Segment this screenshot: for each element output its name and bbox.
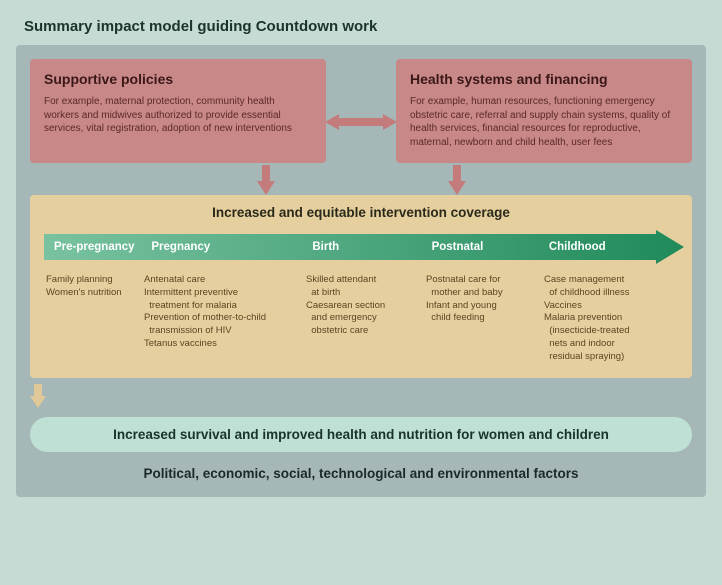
supportive-policies-title: Supportive policies [44, 71, 312, 87]
health-systems-box: Health systems and financing For example… [396, 59, 692, 163]
stage-label: Pregnancy [151, 241, 312, 253]
small-down-arrow-icon [30, 384, 46, 408]
supportive-policies-body: For example, maternal protection, commun… [44, 95, 312, 136]
intervention-column: Skilled attendant at birth Caesarean sec… [306, 274, 426, 364]
stage-label: Birth [312, 241, 431, 253]
page: Summary impact model guiding Countdown w… [10, 10, 712, 575]
health-systems-title: Health systems and financing [410, 71, 678, 87]
intervention-column: Family planning Women's nutrition [46, 274, 144, 364]
stage-label: Pre-pregnancy [54, 241, 151, 253]
main-panel: Supportive policies For example, materna… [16, 45, 706, 497]
health-systems-body: For example, human resources, functionin… [410, 95, 678, 149]
context-bar: Political, economic, social, technologic… [30, 452, 692, 485]
double-arrow-icon [325, 113, 397, 131]
coverage-panel: Increased and equitable intervention cov… [30, 195, 692, 378]
page-title: Summary impact model guiding Countdown w… [10, 10, 712, 45]
intervention-column: Postnatal care for mother and baby Infan… [426, 274, 544, 364]
down-arrow-icon [448, 165, 466, 195]
top-boxes-row: Supportive policies For example, materna… [30, 59, 692, 163]
stage-label: Childhood [549, 241, 678, 253]
down-arrows-row [30, 161, 692, 195]
coverage-title: Increased and equitable intervention cov… [44, 205, 678, 220]
stage-label: Postnatal [432, 241, 549, 253]
intervention-column: Antenatal care Intermittent preventive t… [144, 274, 306, 364]
supportive-policies-box: Supportive policies For example, materna… [30, 59, 326, 163]
outcome-bar: Increased survival and improved health a… [30, 417, 692, 452]
interventions-row: Family planning Women's nutritionAntenat… [44, 274, 678, 364]
down-arrow-icon [257, 165, 275, 195]
intervention-column: Case management of childhood illness Vac… [544, 274, 674, 364]
stage-arrow: Pre-pregnancyPregnancyBirthPostnatalChil… [44, 230, 678, 264]
